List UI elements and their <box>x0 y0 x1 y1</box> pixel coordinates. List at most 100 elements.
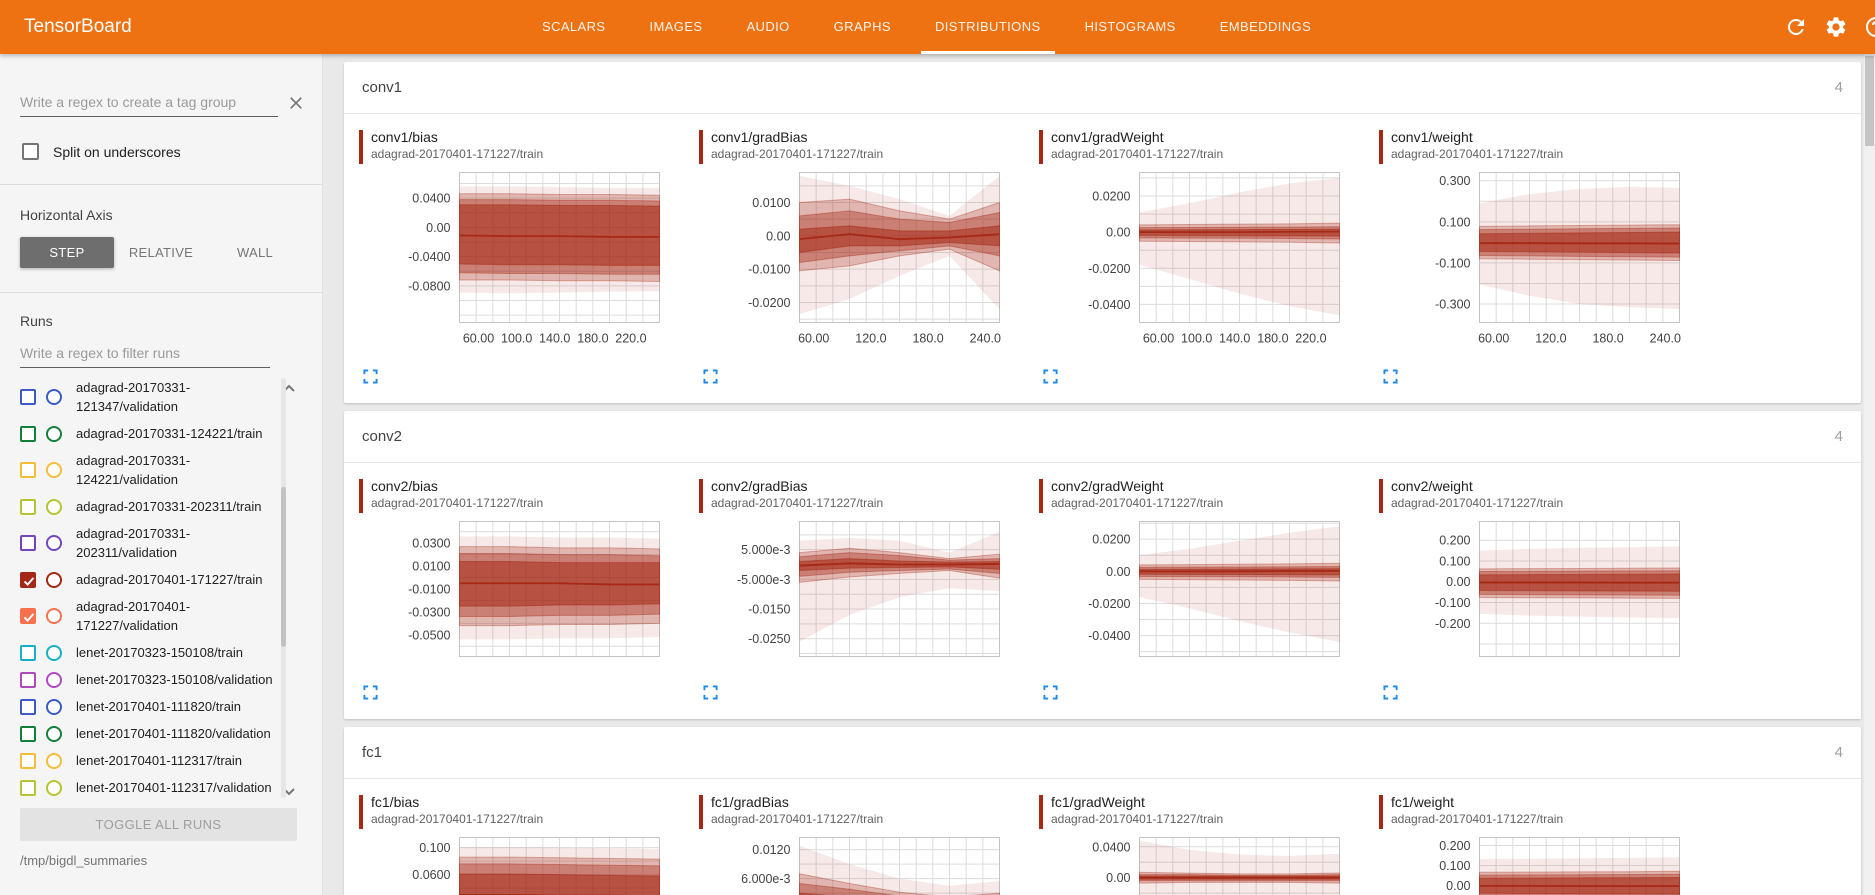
svg-text:0.0100: 0.0100 <box>412 560 450 574</box>
expand-chart-button[interactable] <box>701 683 720 705</box>
chart-title-block: conv2/weight adagrad-20170401-171227/trai… <box>1391 477 1563 517</box>
section-header[interactable]: fc1 4 <box>344 727 1861 779</box>
tab-scalars[interactable]: SCALARS <box>542 19 606 34</box>
run-radio[interactable] <box>46 779 62 796</box>
tab-images[interactable]: IMAGES <box>649 19 703 34</box>
run-radio[interactable] <box>46 571 62 588</box>
run-color-marker <box>359 130 363 164</box>
chart-title-row: conv2/gradWeight adagrad-20170401-171227/… <box>1039 477 1361 517</box>
svg-text:0.00: 0.00 <box>1106 871 1130 885</box>
chart-title: conv1/weight <box>1391 129 1473 145</box>
chart-title-block: conv1/gradBias adagrad-20170401-171227/tr… <box>711 128 883 168</box>
run-item: adagrad-20170331-124221/validation <box>20 447 275 493</box>
expand-chart-button[interactable] <box>1041 683 1060 705</box>
run-radio[interactable] <box>46 671 62 688</box>
svg-text:0.100: 0.100 <box>1439 859 1470 873</box>
run-radio[interactable] <box>46 698 62 715</box>
help-icon[interactable] <box>1864 15 1875 44</box>
page-scrollbar-thumb[interactable] <box>1865 56 1874 146</box>
svg-text:180.0: 180.0 <box>912 332 943 346</box>
chart-run-subtitle: adagrad-20170401-171227/train <box>1051 147 1224 161</box>
svg-text:-0.0200: -0.0200 <box>1088 597 1130 611</box>
run-checkbox[interactable] <box>20 725 36 742</box>
run-checkbox[interactable] <box>20 671 36 688</box>
toggle-all-runs-button[interactable]: TOGGLE ALL RUNS <box>20 808 297 841</box>
chart-title-block: fc1/weight adagrad-20170401-171227/train <box>1391 793 1563 833</box>
run-radio[interactable] <box>46 644 62 661</box>
svg-text:60.00: 60.00 <box>1478 332 1509 346</box>
run-checkbox[interactable] <box>20 498 36 515</box>
run-checkbox[interactable] <box>20 779 36 796</box>
axis-relative-button[interactable]: RELATIVE <box>128 245 194 260</box>
run-item: lenet-20170401-111820/validation <box>20 720 275 747</box>
runs-filter-input[interactable] <box>20 341 270 368</box>
svg-text:0.00: 0.00 <box>1446 879 1470 893</box>
tab-embeddings[interactable]: EMBEDDINGS <box>1219 19 1312 34</box>
run-radio[interactable] <box>46 498 62 515</box>
run-checkbox[interactable] <box>20 608 36 624</box>
tab-histograms[interactable]: HISTOGRAMS <box>1084 19 1176 34</box>
chart-run-subtitle: adagrad-20170401-171227/train <box>371 147 544 161</box>
run-radio[interactable] <box>46 389 62 405</box>
svg-text:60.00: 60.00 <box>463 332 494 346</box>
runs-list: adagrad-20170331-121347/validation adagra… <box>0 374 322 802</box>
tag-filter-input[interactable] <box>20 90 278 117</box>
tab-audio[interactable]: AUDIO <box>746 19 790 34</box>
tab-distributions[interactable]: DISTRIBUTIONS <box>913 0 1063 54</box>
run-item: adagrad-20170331-202311/validation <box>20 520 275 566</box>
tab-graphs[interactable]: GRAPHS <box>833 19 891 34</box>
run-checkbox[interactable] <box>20 462 36 478</box>
svg-text:100.0: 100.0 <box>501 332 532 346</box>
chart-title-block: conv2/gradWeight adagrad-20170401-171227/… <box>1051 477 1223 517</box>
close-icon[interactable] <box>286 93 306 117</box>
run-name: lenet-20170401-112317/validation <box>76 780 272 795</box>
split-underscores-checkbox[interactable] <box>22 143 39 160</box>
expand-chart-button[interactable] <box>1041 367 1060 389</box>
run-name: adagrad-20170331-202311/train <box>76 499 262 514</box>
chart-title: conv1/gradBias <box>711 129 808 145</box>
run-radio[interactable] <box>46 535 62 551</box>
run-radio[interactable] <box>46 725 62 742</box>
chart-title-block: fc1/gradBias adagrad-20170401-171227/trai… <box>711 793 883 833</box>
runs-scrollbar[interactable] <box>281 378 286 798</box>
run-radio[interactable] <box>46 462 62 478</box>
expand-chart-button[interactable] <box>361 367 380 389</box>
horizontal-axis-label: Horizontal Axis <box>20 207 113 223</box>
settings-icon[interactable] <box>1824 15 1848 44</box>
chart-title-row: fc1/weight adagrad-20170401-171227/train <box>1379 793 1701 833</box>
refresh-icon[interactable] <box>1784 15 1808 44</box>
page-scrollbar[interactable] <box>1864 54 1875 895</box>
svg-text:180.0: 180.0 <box>577 332 608 346</box>
run-item: adagrad-20170401-171227/train <box>20 566 275 593</box>
run-checkbox[interactable] <box>20 535 36 551</box>
run-radio[interactable] <box>46 425 62 442</box>
axis-wall-button[interactable]: WALL <box>236 245 274 260</box>
svg-text:0.00: 0.00 <box>766 229 790 243</box>
run-radio[interactable] <box>46 608 62 624</box>
chart-title-row: conv2/weight adagrad-20170401-171227/trai… <box>1379 477 1701 517</box>
chart-card: conv1/weight adagrad-20170401-171227/trai… <box>1375 128 1705 389</box>
chart-title: fc1/gradBias <box>711 794 789 810</box>
run-name: adagrad-20170331-202311/validation <box>76 526 191 560</box>
run-checkbox[interactable] <box>20 752 36 769</box>
run-checkbox[interactable] <box>20 425 36 442</box>
expand-chart-button[interactable] <box>1381 367 1400 389</box>
expand-chart-button[interactable] <box>1381 683 1400 705</box>
run-checkbox[interactable] <box>20 698 36 715</box>
run-item: adagrad-20170331-121347/validation <box>20 374 275 420</box>
section-title: conv2 <box>362 428 403 445</box>
svg-text:-0.0150: -0.0150 <box>748 603 790 617</box>
section-header[interactable]: conv1 4 <box>344 62 1861 114</box>
expand-chart-button[interactable] <box>361 683 380 705</box>
section-header[interactable]: conv2 4 <box>344 411 1861 463</box>
chart-card: conv1/gradWeight adagrad-20170401-171227/… <box>1035 128 1365 389</box>
run-checkbox[interactable] <box>20 571 36 588</box>
axis-step-button[interactable]: STEP <box>20 237 114 268</box>
run-radio[interactable] <box>46 752 62 769</box>
runs-scrollbar-thumb[interactable] <box>281 487 286 647</box>
run-checkbox[interactable] <box>20 389 36 405</box>
run-name: lenet-20170401-112317/train <box>76 753 243 768</box>
expand-chart-button[interactable] <box>701 367 720 389</box>
run-checkbox[interactable] <box>20 644 36 661</box>
